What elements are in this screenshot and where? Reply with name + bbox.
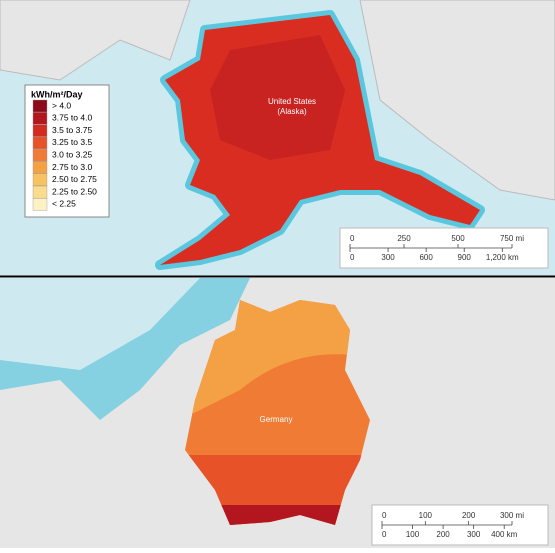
label-line: United States (268, 97, 316, 106)
legend-label: < 2.25 (52, 199, 76, 209)
scale-label: 500 (451, 234, 465, 243)
scale-label: 300 (467, 530, 481, 539)
legend-swatch (32, 136, 48, 150)
scale-label: 100 (419, 511, 433, 520)
scale-label: 750 mi (500, 234, 524, 243)
land (359, 0, 555, 201)
legend-swatch (32, 161, 48, 174)
legend-swatch (32, 173, 48, 187)
land (0, 0, 191, 81)
scale-label: 1,200 km (486, 253, 519, 262)
zone (185, 505, 370, 525)
scale-label: 0 (350, 234, 355, 243)
legend-swatch (32, 112, 48, 125)
legend: > 4.0 3.75 to 4.0 3.5 to 3.75 3.25 to 3.5 3.… (32, 99, 97, 211)
legend-swatch (32, 148, 48, 162)
scale-label: 0 (382, 511, 387, 520)
label-line: (Alaska) (277, 107, 307, 116)
legend-label: 3.0 to 3.25 (52, 149, 92, 159)
sea (0, 278, 200, 370)
alaska-high (210, 35, 345, 160)
legend-title: kWh/m²/Day (31, 89, 83, 99)
scale-label: 0 (350, 253, 355, 262)
scale-bars: 0 250 500 750 mi 0 300 600 900 1,200 km 0 100 200 30… (349, 234, 524, 539)
region-label: Germany (260, 415, 293, 424)
label-line: Germany (260, 415, 293, 424)
legend-label: 2.50 to 2.75 (52, 174, 97, 184)
scale-label: 400 km (491, 530, 518, 539)
scale-label: 100 (406, 530, 420, 539)
legend-swatch (32, 185, 48, 199)
legend-label: > 4.0 (52, 100, 71, 110)
legend-swatch (32, 99, 48, 113)
legend-label: 3.25 to 3.5 (52, 137, 92, 147)
scale-label: 200 (462, 511, 476, 520)
legend-label: 2.75 to 3.0 (52, 162, 92, 172)
scale-label: 200 (436, 530, 450, 539)
legend-swatch (32, 124, 48, 137)
legend-label: 3.5 to 3.75 (52, 125, 92, 135)
legend-swatch (32, 198, 48, 211)
scale-label: 300 mi (500, 511, 524, 520)
scale-label: 0 (382, 530, 387, 539)
legend-label: 3.75 to 4.0 (52, 113, 92, 123)
scale-label: 600 (419, 253, 433, 262)
scale-label: 250 (397, 234, 411, 243)
region-label: United States (Alaska) (268, 97, 316, 116)
scale-label: 900 (458, 253, 472, 262)
legend-label: 2.25 to 2.50 (52, 186, 97, 196)
scale-label: 300 (381, 253, 395, 262)
